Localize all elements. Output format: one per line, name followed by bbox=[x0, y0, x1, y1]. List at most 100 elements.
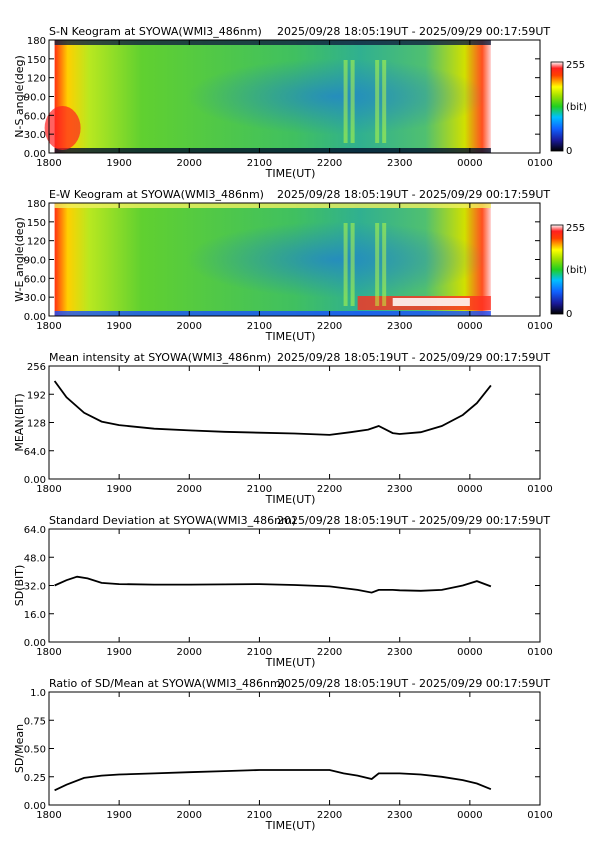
y-tick-label: 150 bbox=[27, 218, 46, 229]
y-tick-label: 192 bbox=[27, 390, 46, 401]
x-tick-label: 2300 bbox=[387, 810, 412, 821]
x-tick-label: 1800 bbox=[36, 484, 61, 495]
chart-time-range: 2025/09/28 18:05:19UT - 2025/09/29 00:17… bbox=[277, 188, 550, 201]
panel-3: Mean intensity at SYOWA(WMI3_486nm) 2025/… bbox=[13, 351, 553, 506]
y-tick-label: 30.0 bbox=[24, 130, 46, 141]
chart-title: Ratio of SD/Mean at SYOWA(WMI3_486nm) bbox=[49, 677, 285, 690]
colorbar: 255 (bit) 0 bbox=[550, 223, 587, 320]
y-tick-label: 16.0 bbox=[24, 610, 46, 621]
y-tick-label: 180 bbox=[27, 199, 46, 210]
x-tick-label: 0000 bbox=[457, 321, 482, 332]
panel-1: S-N Keogram at SYOWA(WMI3_486nm) 2025/09/… bbox=[13, 25, 587, 180]
y-tick-label: 1.0 bbox=[30, 688, 46, 699]
x-tick-label: 0100 bbox=[527, 810, 552, 821]
x-tick-label: 2200 bbox=[317, 321, 342, 332]
x-tick-label: 2100 bbox=[247, 321, 272, 332]
colorbar-label: (bit) bbox=[566, 265, 587, 276]
colorbar-label: 0 bbox=[566, 309, 572, 320]
y-tick-label: 0.75 bbox=[24, 716, 46, 727]
chart-time-range: 2025/09/28 18:05:19UT - 2025/09/29 00:17… bbox=[277, 677, 550, 690]
y-tick-label: 0.25 bbox=[24, 773, 46, 784]
x-tick-label: 1800 bbox=[36, 158, 61, 169]
series-line bbox=[54, 769, 492, 792]
panel-4: Standard Deviation at SYOWA(WMI3_486nm) 2… bbox=[13, 514, 553, 669]
y-tick-label: 30.0 bbox=[24, 293, 46, 304]
panel-2: E-W Keogram at SYOWA(WMI3_486nm) 2025/09/… bbox=[13, 188, 587, 343]
x-tick-label: 1800 bbox=[36, 647, 61, 658]
x-tick-label: 0100 bbox=[527, 158, 552, 169]
series-line bbox=[54, 575, 492, 594]
keogram-image bbox=[44, 40, 491, 153]
x-tick-label: 2100 bbox=[247, 158, 272, 169]
x-tick-label: 2000 bbox=[177, 810, 202, 821]
chart-title: S-N Keogram at SYOWA(WMI3_486nm) bbox=[49, 25, 262, 38]
x-tick-label: 0000 bbox=[457, 158, 482, 169]
series-line bbox=[53, 380, 492, 436]
x-tick-label: 2000 bbox=[177, 321, 202, 332]
colorbar-label: (bit) bbox=[566, 102, 587, 113]
x-tick-label: 2200 bbox=[317, 647, 342, 658]
x-axis-label: TIME(UT) bbox=[265, 493, 316, 506]
y-tick-label: 120 bbox=[27, 74, 46, 85]
y-tick-label: 60.0 bbox=[24, 274, 46, 285]
y-tick-label: 0.00 bbox=[24, 149, 46, 160]
x-tick-label: 2300 bbox=[387, 321, 412, 332]
x-tick-label: 1800 bbox=[36, 810, 61, 821]
y-tick-label: 60.0 bbox=[24, 111, 46, 122]
x-axis-label: TIME(UT) bbox=[265, 819, 316, 832]
y-tick-label: 180 bbox=[27, 36, 46, 47]
colorbar-label: 255 bbox=[566, 60, 585, 71]
y-tick-label: 90.0 bbox=[24, 256, 46, 267]
plot-frame bbox=[48, 691, 541, 806]
y-axis-label: SD(BIT) bbox=[13, 565, 26, 607]
chart-title: Mean intensity at SYOWA(WMI3_486nm) bbox=[49, 351, 271, 364]
y-tick-label: 256 bbox=[27, 362, 46, 373]
x-tick-label: 0100 bbox=[527, 321, 552, 332]
y-tick-label: 32.0 bbox=[24, 582, 46, 593]
y-tick-label: 0.00 bbox=[24, 638, 46, 649]
colorbar-label: 0 bbox=[566, 146, 572, 157]
y-axis-label: W-E angle(deg) bbox=[13, 217, 26, 302]
x-tick-label: 0100 bbox=[527, 484, 552, 495]
y-tick-label: 150 bbox=[27, 55, 46, 66]
x-tick-label: 0000 bbox=[457, 810, 482, 821]
x-tick-label: 1900 bbox=[106, 647, 131, 658]
x-tick-label: 2300 bbox=[387, 647, 412, 658]
x-tick-label: 2300 bbox=[387, 484, 412, 495]
y-axis-label: N-S angle(deg) bbox=[13, 55, 26, 138]
x-tick-label: 2000 bbox=[177, 647, 202, 658]
x-tick-label: 2000 bbox=[177, 158, 202, 169]
chart-title: E-W Keogram at SYOWA(WMI3_486nm) bbox=[49, 188, 264, 201]
chart-time-range: 2025/09/28 18:05:19UT - 2025/09/29 00:17… bbox=[277, 351, 550, 364]
x-tick-label: 2100 bbox=[247, 647, 272, 658]
y-tick-label: 0.00 bbox=[24, 475, 46, 486]
x-tick-label: 1900 bbox=[106, 810, 131, 821]
x-tick-label: 2200 bbox=[317, 810, 342, 821]
plot-frame bbox=[48, 365, 541, 480]
x-axis-label: TIME(UT) bbox=[265, 330, 316, 343]
chart-title: Standard Deviation at SYOWA(WMI3_486nm) bbox=[49, 514, 296, 527]
colorbar-label: 255 bbox=[566, 223, 585, 234]
y-axis-label: MEAN(BIT) bbox=[13, 393, 26, 451]
x-tick-label: 1800 bbox=[36, 321, 61, 332]
y-tick-label: 0.00 bbox=[24, 312, 46, 323]
y-tick-label: 120 bbox=[27, 237, 46, 248]
x-tick-label: 1900 bbox=[106, 484, 131, 495]
y-tick-label: 0.00 bbox=[24, 801, 46, 812]
x-tick-label: 2200 bbox=[317, 484, 342, 495]
x-tick-label: 2000 bbox=[177, 484, 202, 495]
panel-5: Ratio of SD/Mean at SYOWA(WMI3_486nm)202… bbox=[13, 677, 553, 832]
x-tick-label: 2100 bbox=[247, 484, 272, 495]
x-tick-label: 0000 bbox=[457, 647, 482, 658]
y-tick-label: 0.50 bbox=[24, 745, 46, 756]
x-axis-label: TIME(UT) bbox=[265, 167, 316, 180]
x-axis-label: TIME(UT) bbox=[265, 656, 316, 669]
x-tick-label: 0100 bbox=[527, 647, 552, 658]
x-tick-label: 1900 bbox=[106, 158, 131, 169]
colorbar: 255 (bit) 0 bbox=[550, 60, 587, 157]
keogram-image bbox=[54, 203, 491, 316]
y-tick-label: 64.0 bbox=[24, 447, 46, 458]
x-tick-label: 2100 bbox=[247, 810, 272, 821]
x-tick-label: 0000 bbox=[457, 484, 482, 495]
